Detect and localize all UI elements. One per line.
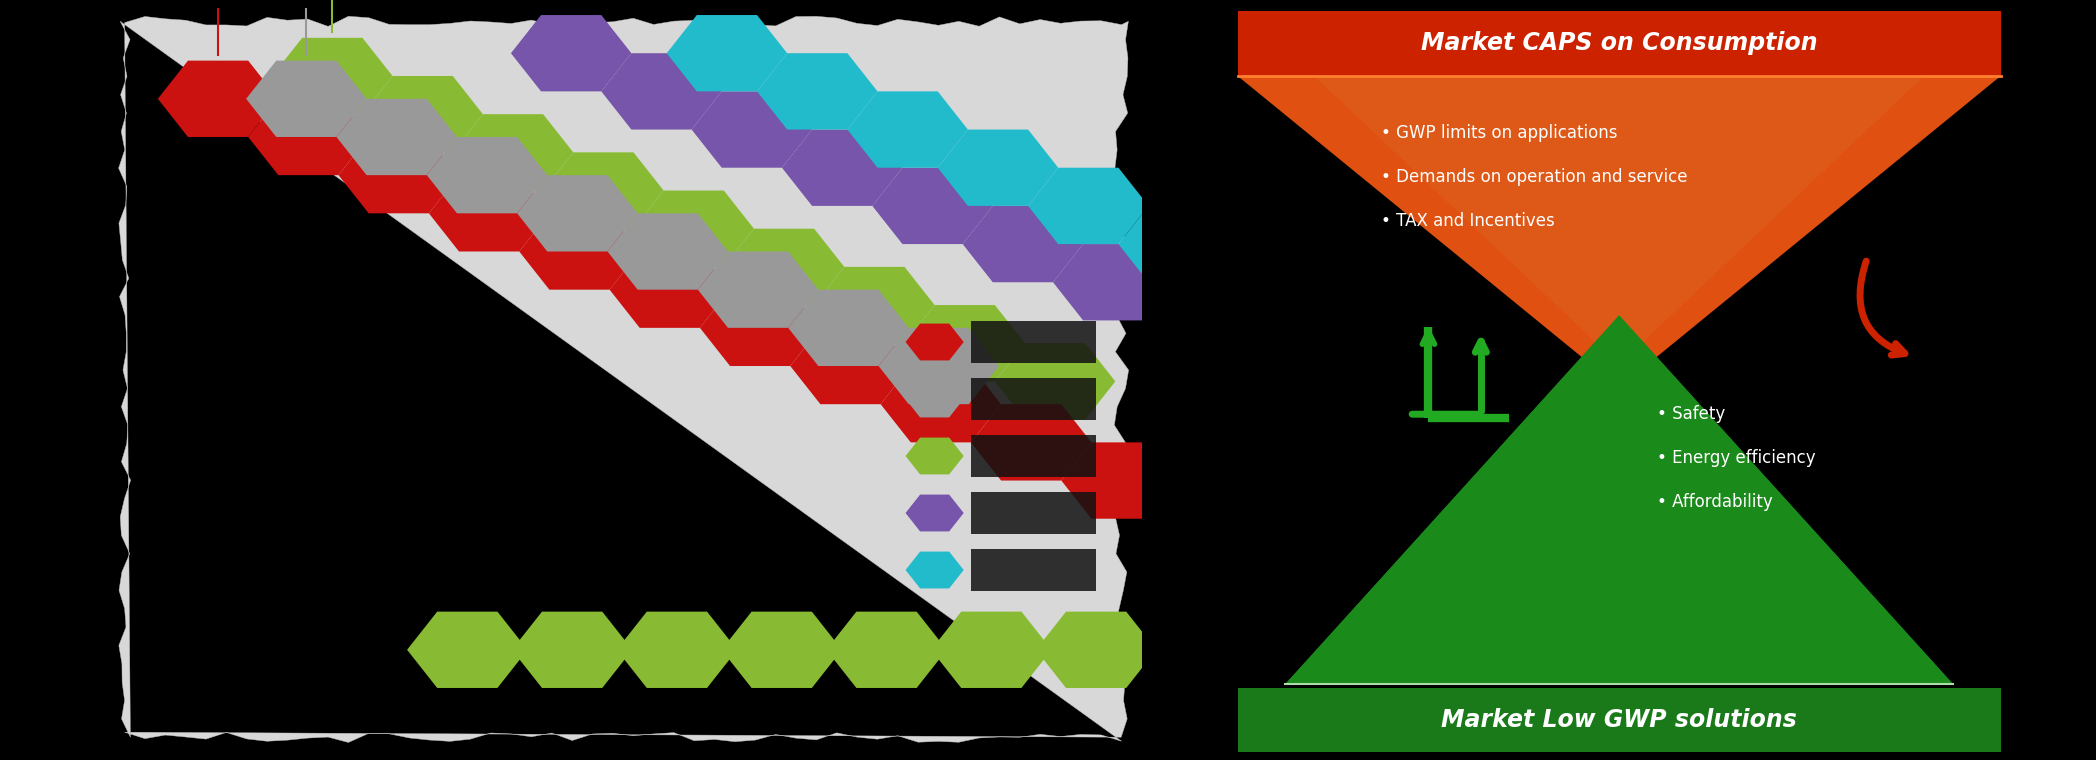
Polygon shape	[1432, 315, 1807, 668]
Polygon shape	[826, 612, 947, 688]
Text: Market CAPS on Consumption: Market CAPS on Consumption	[1421, 31, 1817, 55]
Polygon shape	[602, 53, 721, 129]
Polygon shape	[878, 328, 1000, 404]
Polygon shape	[340, 137, 459, 214]
Polygon shape	[1300, 282, 1419, 359]
Bar	[970, 549, 1096, 591]
Polygon shape	[788, 290, 910, 366]
Polygon shape	[543, 152, 664, 229]
Bar	[970, 378, 1096, 420]
Text: • TAX and Incentives: • TAX and Incentives	[1381, 212, 1555, 230]
Polygon shape	[667, 15, 788, 91]
Polygon shape	[1285, 315, 1953, 684]
Polygon shape	[1409, 315, 1830, 671]
Polygon shape	[1052, 244, 1174, 321]
Text: • Demands on operation and service: • Demands on operation and service	[1381, 168, 1687, 186]
Polygon shape	[428, 137, 547, 214]
Polygon shape	[790, 328, 912, 404]
Polygon shape	[1237, 76, 2000, 388]
Polygon shape	[813, 267, 935, 344]
Polygon shape	[1314, 76, 1924, 365]
Text: • Safety: • Safety	[1658, 405, 1725, 423]
Polygon shape	[700, 290, 820, 366]
Polygon shape	[157, 61, 279, 137]
Polygon shape	[905, 438, 964, 474]
Polygon shape	[1383, 315, 1855, 673]
Polygon shape	[905, 495, 964, 531]
Bar	[970, 435, 1096, 477]
Polygon shape	[520, 214, 639, 290]
Polygon shape	[721, 612, 843, 688]
Polygon shape	[1119, 206, 1239, 282]
Polygon shape	[1035, 612, 1157, 688]
Polygon shape	[905, 324, 964, 360]
Polygon shape	[247, 99, 369, 175]
Polygon shape	[1335, 315, 1903, 679]
Polygon shape	[1310, 315, 1928, 682]
Polygon shape	[1285, 315, 1953, 684]
FancyBboxPatch shape	[1237, 688, 2000, 752]
Polygon shape	[1061, 442, 1182, 519]
Polygon shape	[1209, 244, 1329, 321]
Polygon shape	[453, 114, 572, 191]
Polygon shape	[608, 214, 727, 290]
Polygon shape	[245, 61, 367, 137]
Polygon shape	[633, 191, 755, 267]
Polygon shape	[272, 38, 392, 114]
Polygon shape	[782, 129, 903, 206]
Text: • Energy efficiency: • Energy efficiency	[1658, 449, 1815, 467]
Polygon shape	[905, 305, 1025, 382]
Polygon shape	[970, 404, 1092, 480]
Bar	[970, 321, 1096, 363]
Text: • Affordability: • Affordability	[1658, 493, 1773, 511]
Polygon shape	[905, 552, 964, 588]
Polygon shape	[407, 612, 528, 688]
Polygon shape	[937, 129, 1058, 206]
Polygon shape	[962, 206, 1084, 282]
Polygon shape	[1457, 315, 1782, 666]
Polygon shape	[511, 612, 633, 688]
Polygon shape	[119, 16, 1128, 743]
Polygon shape	[723, 229, 845, 305]
Polygon shape	[616, 612, 738, 688]
Polygon shape	[363, 76, 482, 152]
Polygon shape	[996, 344, 1115, 420]
Polygon shape	[511, 15, 631, 91]
Polygon shape	[847, 91, 968, 168]
Polygon shape	[905, 381, 964, 417]
Polygon shape	[430, 175, 549, 252]
Polygon shape	[872, 168, 994, 244]
Polygon shape	[880, 366, 1002, 442]
Polygon shape	[757, 53, 878, 129]
Polygon shape	[337, 99, 457, 175]
Polygon shape	[698, 252, 817, 328]
Text: • GWP limits on applications: • GWP limits on applications	[1381, 124, 1618, 142]
Polygon shape	[692, 91, 811, 168]
Polygon shape	[931, 612, 1052, 688]
Text: Market Low GWP solutions: Market Low GWP solutions	[1442, 708, 1796, 732]
Bar	[970, 492, 1096, 534]
Polygon shape	[1142, 282, 1264, 359]
Polygon shape	[610, 252, 729, 328]
Polygon shape	[1029, 168, 1149, 244]
Polygon shape	[518, 175, 637, 252]
Polygon shape	[1358, 315, 1880, 676]
FancyBboxPatch shape	[1237, 11, 2000, 76]
